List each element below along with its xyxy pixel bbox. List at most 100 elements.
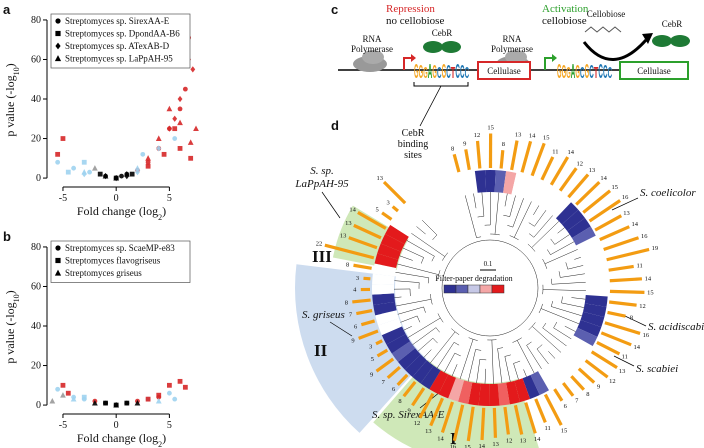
orange-bar [375,357,395,373]
tree-branch [476,359,481,384]
bar-value: 13 [340,233,347,240]
point [161,151,167,157]
bar-value: 8 [451,146,454,153]
logo-letter: G [557,61,562,83]
tree-branch [550,241,575,255]
point [145,159,151,165]
y-tick-label: 0 [36,173,41,184]
degradation-cell [549,195,572,219]
binding-arrow [582,38,648,61]
orange-bar [353,223,382,240]
legend-marker [55,257,61,264]
logo-letter: T [451,65,456,82]
y-tick-label: 0 [36,400,41,411]
tree-branch [551,281,586,285]
x-tick-label: -5 [59,193,67,204]
y-tick-label: 20 [31,361,41,372]
degradation-cell [514,378,531,403]
tree-branch [526,341,532,346]
degradation-cell [396,208,420,230]
tree-branch [436,342,455,369]
degradation-cell [558,349,581,372]
bar-value: 5 [371,356,374,363]
degradation-cell [494,170,507,193]
logo-letter: C [598,61,603,83]
axis-label-part: 10 [12,67,21,75]
point [134,399,141,406]
point [188,155,194,161]
repression-subtitle: no cellobiose [386,15,444,27]
logo-letter: G [419,62,424,82]
pointer [611,197,639,211]
point [113,174,120,181]
cebr [670,35,690,47]
binding-label: binding [398,139,429,150]
degradation-cell [563,342,588,364]
axis-label-part: 10 [12,294,21,302]
axis-label-part: Fold change (log [77,431,158,445]
degradation-cell [506,380,521,405]
orange-bar [375,339,383,346]
tree-branch [540,308,580,325]
pointer [321,191,341,219]
degradation-cell [585,275,608,287]
legend-swatch [443,284,457,294]
logo-letter: C [608,65,613,82]
tree-branch [507,225,513,228]
degradation-cell [579,245,604,262]
axis-label-part: ) [3,63,17,67]
legend-marker [55,30,61,37]
orange-bar [396,373,409,386]
point [70,396,77,402]
legend-label: Streptomyces sp. ScaeMP-e83 [65,243,175,253]
tree-branch [571,297,586,300]
tree-branch [475,349,482,351]
degradation-cell [390,216,414,237]
y-tick-label: 80 [31,242,41,253]
orange-bar [360,319,376,327]
axis-label-part: ) [162,204,166,218]
axis-label-part: 2 [158,440,162,448]
point [166,390,172,396]
orange-bar [464,149,471,171]
logo-letter: G [432,62,437,82]
tree-branch [491,339,494,384]
cebr [441,41,461,53]
orange-bar [352,298,371,304]
bar-value: 16 [622,194,629,201]
polymerase-label: RNA [362,34,382,44]
tree-branch [454,342,460,346]
tree-branch [427,277,430,284]
tree-branch [454,352,461,357]
orange-bar [609,277,643,283]
tree-branch [412,327,437,345]
axis-label-part: ) [162,431,166,445]
y-tick-label: 40 [31,94,41,105]
bar-value: 12 [414,420,421,427]
tree-branch [567,265,584,270]
degradation-cell [448,377,465,402]
orange-bar [376,348,389,358]
bar-value: 12 [609,378,616,385]
tree-branch [516,340,535,374]
point [166,105,173,112]
degradation-cell [404,354,427,377]
axis-label-part: p value (-log [3,302,17,363]
orange-bar [608,264,634,272]
bar-value: 5 [376,206,379,213]
tree-branch [484,368,487,384]
binding-label: sites [404,150,422,161]
binding-arrow [642,33,653,44]
orange-bar [324,243,375,260]
tree-branch [454,331,460,335]
tree-branch [560,273,585,278]
tree-branch [464,195,477,238]
degradation-cell [474,170,487,193]
orange-bar [540,156,555,181]
tree-branch [532,326,562,353]
tree-branch [406,240,435,257]
orange-bar [603,236,640,252]
orange-bar [570,375,586,391]
tree-branch [442,256,446,261]
bar-value: 14 [478,443,485,448]
